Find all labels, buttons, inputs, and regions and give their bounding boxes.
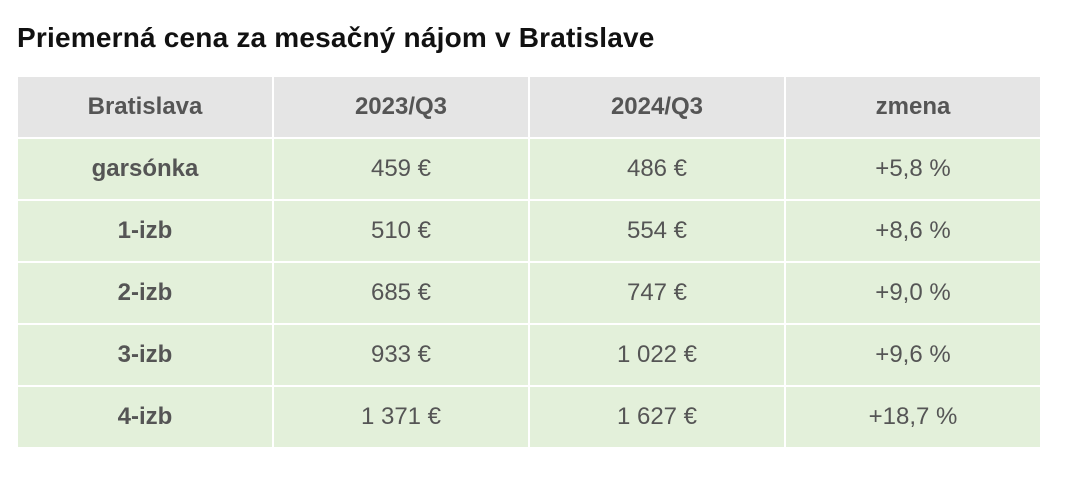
change-cell: +8,6 % — [784, 199, 1042, 263]
change-cell: +18,7 % — [784, 385, 1042, 449]
table-row: 3-izb 933 € 1 022 € +9,6 % — [16, 323, 1042, 387]
table-row: 4-izb 1 371 € 1 627 € +18,7 % — [16, 385, 1042, 449]
change-cell: +9,0 % — [784, 261, 1042, 325]
row-label: 1-izb — [16, 199, 274, 263]
table-row: 1-izb 510 € 554 € +8,6 % — [16, 199, 1042, 263]
price-2024-cell: 1 022 € — [528, 323, 786, 387]
price-2023-cell: 685 € — [272, 261, 530, 325]
table-body: garsónka 459 € 486 € +5,8 % 1-izb 510 € … — [16, 137, 1042, 449]
page-title: Priemerná cena za mesačný nájom v Bratis… — [17, 22, 655, 53]
header-cell-change: zmena — [784, 75, 1042, 139]
price-2024-cell: 1 627 € — [528, 385, 786, 449]
row-label: 3-izb — [16, 323, 274, 387]
price-2024-cell: 747 € — [528, 261, 786, 325]
change-cell: +5,8 % — [784, 137, 1042, 201]
row-label: 4-izb — [16, 385, 274, 449]
price-2023-cell: 1 371 € — [272, 385, 530, 449]
price-2024-cell: 554 € — [528, 199, 786, 263]
price-2023-cell: 459 € — [272, 137, 530, 201]
table-row: 2-izb 685 € 747 € +9,0 % — [16, 261, 1042, 325]
price-2024-cell: 486 € — [528, 137, 786, 201]
table-row: garsónka 459 € 486 € +5,8 % — [16, 137, 1042, 201]
header-cell-region: Bratislava — [16, 75, 274, 139]
table-header: Bratislava 2023/Q3 2024/Q3 zmena — [16, 75, 1042, 139]
header-cell-2023-q3: 2023/Q3 — [272, 75, 530, 139]
row-label: 2-izb — [16, 261, 274, 325]
row-label: garsónka — [16, 137, 274, 201]
header-cell-2024-q3: 2024/Q3 — [528, 75, 786, 139]
rent-price-table: Bratislava 2023/Q3 2024/Q3 zmena garsónk… — [16, 75, 1042, 449]
price-2023-cell: 510 € — [272, 199, 530, 263]
header-row: Bratislava 2023/Q3 2024/Q3 zmena — [16, 75, 1042, 139]
change-cell: +9,6 % — [784, 323, 1042, 387]
price-2023-cell: 933 € — [272, 323, 530, 387]
